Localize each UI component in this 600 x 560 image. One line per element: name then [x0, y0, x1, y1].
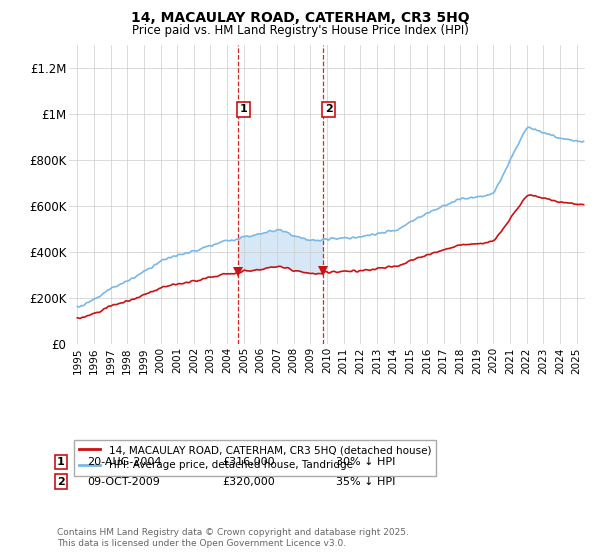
Text: 20-AUG-2004: 20-AUG-2004 — [87, 457, 161, 467]
Text: 2: 2 — [57, 477, 65, 487]
Text: Contains HM Land Registry data © Crown copyright and database right 2025.
This d: Contains HM Land Registry data © Crown c… — [57, 528, 409, 548]
Text: 1: 1 — [57, 457, 65, 467]
Text: Price paid vs. HM Land Registry's House Price Index (HPI): Price paid vs. HM Land Registry's House … — [131, 24, 469, 36]
Legend: 14, MACAULAY ROAD, CATERHAM, CR3 5HQ (detached house), HPI: Average price, detac: 14, MACAULAY ROAD, CATERHAM, CR3 5HQ (de… — [74, 440, 436, 475]
Text: 2: 2 — [325, 104, 332, 114]
Text: 35% ↓ HPI: 35% ↓ HPI — [336, 477, 395, 487]
Text: 30% ↓ HPI: 30% ↓ HPI — [336, 457, 395, 467]
Text: 09-OCT-2009: 09-OCT-2009 — [87, 477, 160, 487]
Text: 14, MACAULAY ROAD, CATERHAM, CR3 5HQ: 14, MACAULAY ROAD, CATERHAM, CR3 5HQ — [131, 11, 469, 25]
Text: £320,000: £320,000 — [222, 477, 275, 487]
Text: £316,000: £316,000 — [222, 457, 275, 467]
Text: 1: 1 — [239, 104, 247, 114]
